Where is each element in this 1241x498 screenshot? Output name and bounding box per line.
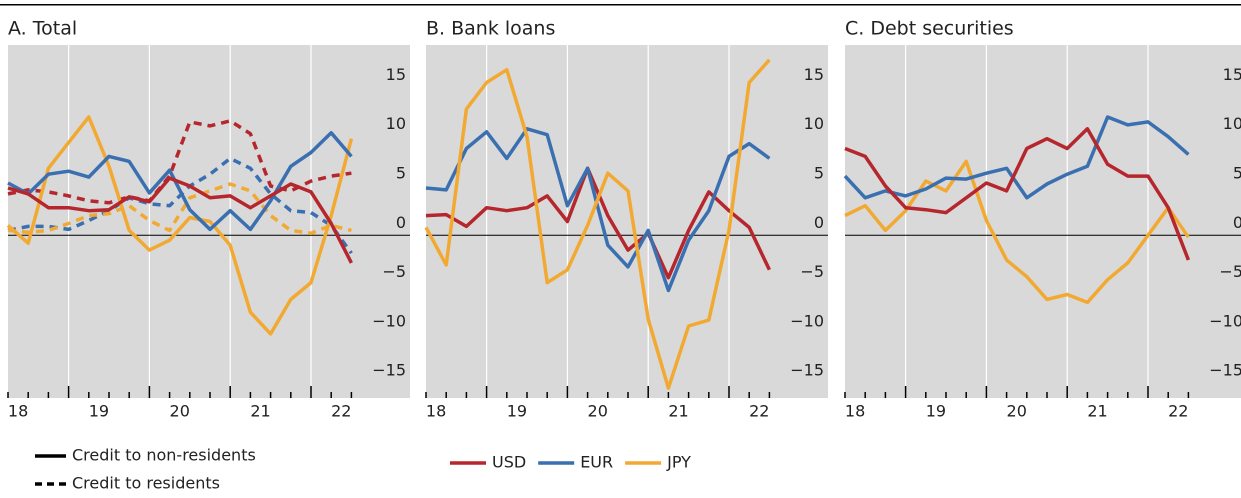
- legend-label: EUR: [580, 453, 613, 472]
- series-line: [844, 127, 1191, 261]
- y-tick-label: −5: [800, 262, 824, 281]
- top-rule: [0, 4, 1241, 6]
- x-tick-label: 22: [1168, 402, 1188, 421]
- y-tick-label: 0: [814, 213, 824, 232]
- y-tick-label: 5: [396, 164, 406, 183]
- y-tick-label: −5: [382, 262, 406, 281]
- y-tick-label: 5: [1233, 164, 1241, 183]
- x-tick-label: 21: [1087, 402, 1107, 421]
- series-line: [6, 115, 354, 336]
- x-tick-label: 19: [926, 402, 946, 421]
- series-line: [424, 58, 771, 390]
- legend-label: Credit to residents: [72, 474, 220, 493]
- y-tick-label: −5: [1219, 262, 1241, 281]
- legend-label: USD: [492, 453, 526, 472]
- x-tick-label: 18: [845, 402, 865, 421]
- series-line: [425, 166, 771, 280]
- y-tick-label: 15: [1223, 65, 1241, 84]
- panel-title: A. Total: [8, 18, 77, 40]
- y-tick-label: 10: [1223, 114, 1241, 133]
- y-tick-label: −15: [790, 361, 824, 380]
- y-tick-label: −15: [1209, 361, 1241, 380]
- plot-background: [845, 45, 1241, 398]
- plot-background: [426, 45, 828, 398]
- y-tick-label: −10: [1209, 311, 1241, 330]
- legend-label: Credit to non-residents: [72, 446, 256, 465]
- series-line: [843, 115, 1190, 200]
- y-tick-label: 5: [814, 164, 824, 183]
- x-tick-label: 22: [331, 402, 351, 421]
- x-tick-label: 21: [250, 402, 270, 421]
- y-tick-label: 0: [1233, 213, 1241, 232]
- legend-label: JPY: [666, 453, 691, 472]
- y-tick-label: 15: [386, 65, 406, 84]
- x-tick-label: 22: [749, 402, 769, 421]
- x-tick-label: 18: [8, 402, 28, 421]
- x-tick-label: 21: [668, 402, 688, 421]
- series-line: [844, 159, 1190, 305]
- y-tick-label: 10: [386, 114, 406, 133]
- panel-title: C. Debt securities: [845, 18, 1014, 40]
- series-line: [7, 176, 353, 264]
- x-tick-label: 18: [426, 402, 446, 421]
- y-tick-label: 0: [396, 213, 406, 232]
- x-tick-label: 20: [170, 402, 190, 421]
- x-tick-label: 19: [89, 402, 109, 421]
- series-line: [7, 182, 352, 236]
- x-tick-label: 19: [507, 402, 527, 421]
- panel-title: B. Bank loans: [426, 18, 555, 40]
- series-line: [7, 119, 352, 205]
- y-tick-label: 15: [804, 65, 824, 84]
- x-tick-label: 20: [588, 402, 608, 421]
- series-line: [425, 127, 771, 293]
- x-tick-label: 20: [1007, 402, 1027, 421]
- y-tick-label: −15: [372, 361, 406, 380]
- y-tick-label: −10: [372, 311, 406, 330]
- y-tick-label: −10: [790, 311, 824, 330]
- series-line: [7, 131, 353, 232]
- y-tick-label: 10: [804, 114, 824, 133]
- series-line: [7, 156, 353, 255]
